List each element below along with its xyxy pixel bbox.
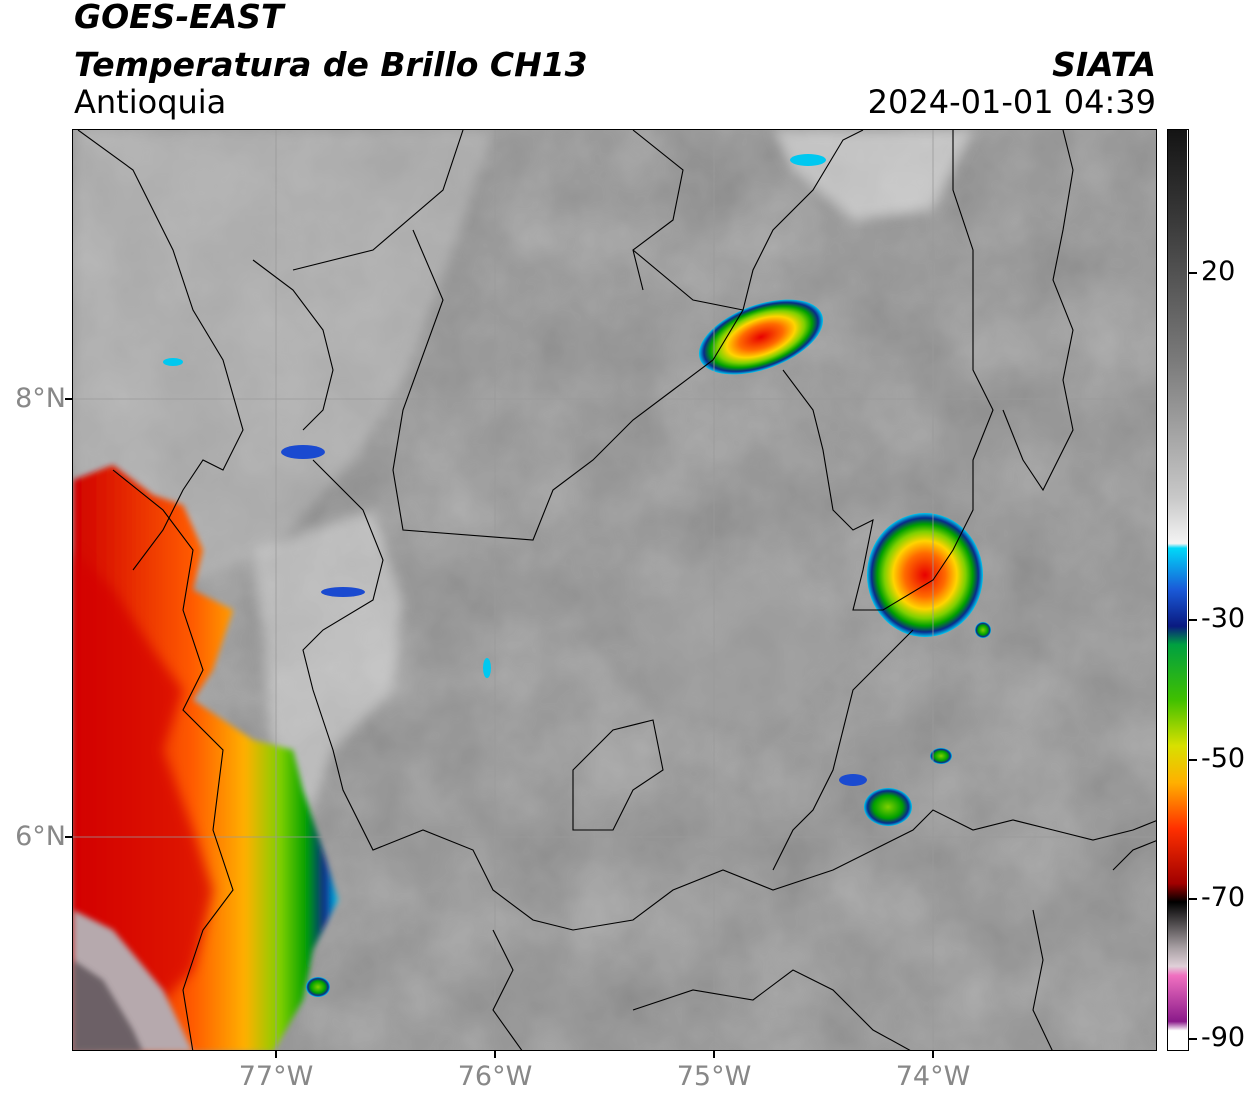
timestamp-label: 2024-01-01 04:39: [867, 83, 1156, 121]
lon-label-75w: 75°W: [676, 1061, 752, 1092]
bright-cloud-band: [73, 130, 493, 580]
lat-tick: [65, 836, 72, 838]
lat-label-6n: 6°N: [15, 821, 66, 852]
eastern-storm: [867, 513, 983, 637]
lon-label-74w: 74°W: [895, 1061, 971, 1092]
eastern-storm-satellite: [975, 622, 991, 638]
bright-cloud-north: [773, 130, 973, 220]
colorbar-tick: [1189, 759, 1197, 761]
lat-tick: [65, 398, 72, 400]
colorbar-tick: [1189, 1038, 1197, 1040]
cloud-blip-1: [281, 445, 325, 459]
colorbar-tick: [1189, 619, 1197, 621]
lon-tick: [932, 1051, 934, 1058]
admin-borders: [77, 130, 1156, 1050]
colorbar-tick: [1189, 272, 1197, 274]
satellite-map[interactable]: [72, 129, 1157, 1051]
colorbar: [1167, 129, 1189, 1051]
organization-label: SIATA: [1052, 45, 1156, 84]
lat-label-8n: 8°N: [15, 383, 66, 414]
lon-tick: [713, 1051, 715, 1058]
northern-storm: [698, 299, 824, 375]
gray-cloud-center: [633, 550, 853, 730]
lon-tick: [275, 1051, 277, 1058]
lon-label-76w: 76°W: [457, 1061, 533, 1092]
colorbar-label: -70: [1201, 882, 1246, 913]
region-label: Antioquia: [74, 83, 227, 121]
small-cell-southeast: [864, 788, 912, 826]
colorbar-label: -50: [1201, 743, 1246, 774]
colorbar-tick: [1189, 898, 1197, 900]
western-storm-core: [73, 550, 213, 1030]
small-cell-sw: [306, 977, 330, 997]
colorbar-label: 20: [1201, 256, 1236, 287]
gridlines: [73, 130, 1156, 1050]
lon-tick: [494, 1051, 496, 1058]
small-cell-east: [930, 748, 952, 764]
small-cell-tail: [839, 774, 867, 786]
western-storm-coldest: [73, 960, 143, 1050]
colorbar-label: -30: [1201, 603, 1246, 634]
satellite-title: GOES-EAST: [74, 0, 284, 36]
cloud-blip-north: [790, 154, 826, 166]
colorbar-label: -90: [1201, 1022, 1246, 1053]
cloud-blip-4: [483, 658, 491, 678]
cloud-blip-3: [163, 358, 183, 366]
cloud-blip-2: [321, 587, 365, 597]
lon-label-77w: 77°W: [238, 1061, 314, 1092]
product-title: Temperatura de Brillo CH13: [74, 45, 588, 84]
